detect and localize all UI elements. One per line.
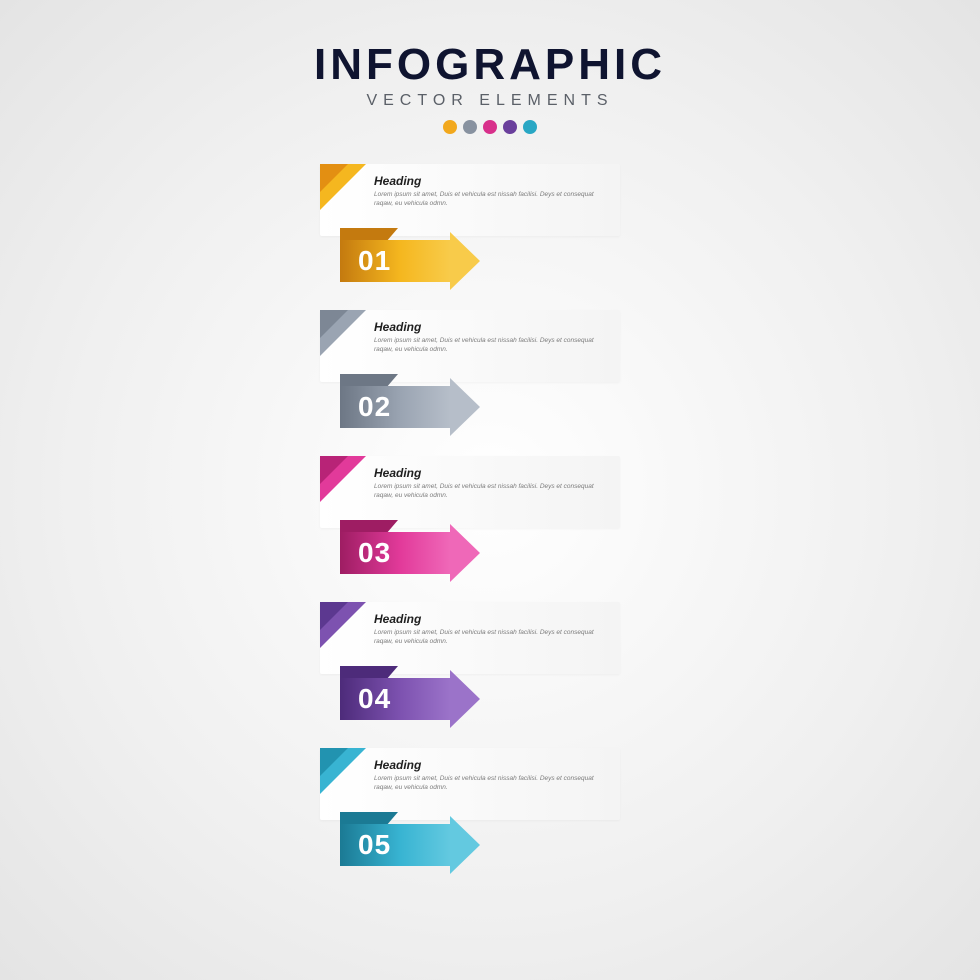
item-body: Lorem ipsum sit amet, Duis et vehicula e… — [374, 483, 606, 501]
item-number: 04 — [358, 683, 391, 715]
info-card: Heading Lorem ipsum sit amet, Duis et veh… — [320, 456, 620, 528]
arrow-body: 02 — [340, 386, 450, 428]
palette-dot — [443, 120, 457, 134]
palette-dot — [463, 120, 477, 134]
corner-fold-icon — [320, 456, 366, 502]
infographic-item: Heading Lorem ipsum sit amet, Duis et veh… — [320, 602, 660, 720]
info-card: Heading Lorem ipsum sit amet, Duis et veh… — [320, 748, 620, 820]
info-card: Heading Lorem ipsum sit amet, Duis et veh… — [320, 164, 620, 236]
corner-fold-icon — [320, 602, 366, 648]
arrow-body: 05 — [340, 824, 450, 866]
item-heading: Heading — [374, 320, 606, 334]
arrow: 03 — [340, 520, 500, 574]
infographic-items: Heading Lorem ipsum sit amet, Duis et veh… — [320, 164, 660, 866]
item-body: Lorem ipsum sit amet, Duis et vehicula e… — [374, 775, 606, 793]
corner-fold-icon — [320, 164, 366, 210]
infographic-item: Heading Lorem ipsum sit amet, Duis et veh… — [320, 456, 660, 574]
palette-dot — [503, 120, 517, 134]
arrow-body: 01 — [340, 240, 450, 282]
palette-dot — [483, 120, 497, 134]
arrow-head-icon — [450, 524, 480, 582]
arrow-head-icon — [450, 378, 480, 436]
arrow: 01 — [340, 228, 500, 282]
item-body: Lorem ipsum sit amet, Duis et vehicula e… — [374, 191, 606, 209]
arrow-body: 04 — [340, 678, 450, 720]
arrow-body: 03 — [340, 532, 450, 574]
item-number: 01 — [358, 245, 391, 277]
infographic-item: Heading Lorem ipsum sit amet, Duis et veh… — [320, 748, 660, 866]
corner-fold-icon — [320, 310, 366, 356]
corner-fold-icon — [320, 748, 366, 794]
palette-dots — [443, 120, 537, 134]
arrow-head-icon — [450, 670, 480, 728]
item-heading: Heading — [374, 612, 606, 626]
subtitle: VECTOR ELEMENTS — [366, 92, 613, 110]
infographic-item: Heading Lorem ipsum sit amet, Duis et veh… — [320, 164, 660, 282]
item-body: Lorem ipsum sit amet, Duis et vehicula e… — [374, 337, 606, 355]
item-heading: Heading — [374, 758, 606, 772]
arrow-head-icon — [450, 232, 480, 290]
info-card: Heading Lorem ipsum sit amet, Duis et veh… — [320, 602, 620, 674]
arrow: 04 — [340, 666, 500, 720]
item-heading: Heading — [374, 174, 606, 188]
arrow: 05 — [340, 812, 500, 866]
item-number: 05 — [358, 829, 391, 861]
item-number: 02 — [358, 391, 391, 423]
item-number: 03 — [358, 537, 391, 569]
item-body: Lorem ipsum sit amet, Duis et vehicula e… — [374, 629, 606, 647]
arrow-head-icon — [450, 816, 480, 874]
arrow: 02 — [340, 374, 500, 428]
main-title: INFOGRAPHIC — [314, 40, 666, 90]
info-card: Heading Lorem ipsum sit amet, Duis et veh… — [320, 310, 620, 382]
item-heading: Heading — [374, 466, 606, 480]
infographic-item: Heading Lorem ipsum sit amet, Duis et veh… — [320, 310, 660, 428]
palette-dot — [523, 120, 537, 134]
